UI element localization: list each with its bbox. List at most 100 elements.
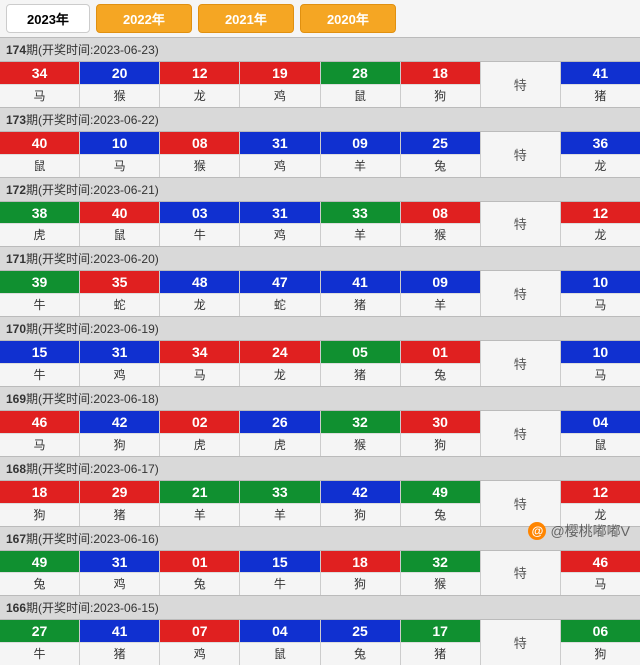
zodiac-label: 狗: [401, 84, 480, 107]
zodiac-label: 兔: [401, 363, 480, 386]
number-cell: 04鼠: [240, 620, 320, 665]
number-cell: 19鸡: [240, 62, 320, 107]
ball-number: 48: [160, 271, 239, 293]
number-cell: 33羊: [240, 481, 320, 526]
number-cell: 02虎: [160, 411, 240, 456]
ball-number: 31: [80, 341, 159, 363]
number-cell: 49兔: [0, 551, 80, 596]
ball-number: 05: [321, 341, 400, 363]
number-cell: 31鸡: [240, 132, 320, 177]
ball-number: 01: [160, 551, 239, 573]
special-label: 特: [481, 551, 561, 596]
results-list: 174期(开奖时间:2023-06-23)34马20猴12龙19鸡28鼠18狗特…: [0, 37, 640, 665]
issue-row: 46马42狗02虎26虎32猴30狗特04鼠: [0, 411, 640, 456]
special-zodiac: 鼠: [561, 433, 640, 456]
ball-number: 40: [80, 202, 159, 224]
zodiac-label: 羊: [321, 223, 400, 246]
issue-header: 166期(开奖时间:2023-06-15): [0, 595, 640, 620]
special-zodiac: 马: [561, 363, 640, 386]
ball-number: 49: [0, 551, 79, 573]
ball-number: 31: [240, 202, 319, 224]
ball-number: 18: [401, 62, 480, 84]
issue-row: 38虎40鼠03牛31鸡33羊08猴特12龙: [0, 202, 640, 247]
number-cell: 10马: [80, 132, 160, 177]
issue-header: 172期(开奖时间:2023-06-21): [0, 177, 640, 202]
special-zodiac: 马: [561, 572, 640, 595]
ball-number: 49: [401, 481, 480, 503]
zodiac-label: 羊: [321, 154, 400, 177]
ball-number: 38: [0, 202, 79, 224]
ball-number: 31: [240, 132, 319, 154]
year-tab[interactable]: 2022年: [96, 4, 192, 33]
special-label: 特: [481, 202, 561, 247]
zodiac-label: 狗: [80, 433, 159, 456]
year-tab[interactable]: 2020年: [300, 4, 396, 33]
ball-number: 42: [321, 481, 400, 503]
ball-number: 46: [0, 411, 79, 433]
number-cell: 08猴: [160, 132, 240, 177]
special-label: 特: [481, 341, 561, 386]
number-cell: 46马: [0, 411, 80, 456]
ball-number: 01: [401, 341, 480, 363]
zodiac-label: 牛: [240, 572, 319, 595]
zodiac-label: 蛇: [240, 293, 319, 316]
ball-number: 18: [0, 481, 79, 503]
zodiac-label: 兔: [401, 503, 480, 526]
issue-header: 169期(开奖时间:2023-06-18): [0, 386, 640, 411]
ball-number: 08: [160, 132, 239, 154]
ball-number: 41: [321, 271, 400, 293]
special-label: 特: [481, 62, 561, 107]
zodiac-label: 兔: [321, 642, 400, 665]
year-tab[interactable]: 2021年: [198, 4, 294, 33]
special-number: 10: [561, 341, 640, 363]
zodiac-label: 羊: [240, 503, 319, 526]
number-cell: 26虎: [240, 411, 320, 456]
issue-header: 171期(开奖时间:2023-06-20): [0, 246, 640, 271]
special-label: 特: [481, 132, 561, 177]
number-cell: 21羊: [160, 481, 240, 526]
ball-number: 47: [240, 271, 319, 293]
year-tabs: 2023年2022年2021年2020年: [0, 0, 640, 37]
zodiac-label: 牛: [0, 642, 79, 665]
zodiac-label: 马: [80, 154, 159, 177]
zodiac-label: 猪: [321, 363, 400, 386]
number-cell: 01兔: [160, 551, 240, 596]
issue-row: 39牛35蛇48龙47蛇41猪09羊特10马: [0, 271, 640, 316]
ball-number: 31: [80, 551, 159, 573]
issue-header: 170期(开奖时间:2023-06-19): [0, 316, 640, 341]
zodiac-label: 猴: [401, 223, 480, 246]
special-zodiac: 狗: [561, 642, 640, 665]
number-cell: 34马: [160, 341, 240, 386]
issue-row: 27牛41猪07鸡04鼠25兔17猪特06狗: [0, 620, 640, 665]
ball-number: 03: [160, 202, 239, 224]
number-cell: 32猴: [321, 411, 401, 456]
number-cell: 28鼠: [321, 62, 401, 107]
number-cell: 42狗: [80, 411, 160, 456]
number-cell: 09羊: [401, 271, 481, 316]
special-number: 41: [561, 62, 640, 84]
number-cell: 47蛇: [240, 271, 320, 316]
issue-header: 168期(开奖时间:2023-06-17): [0, 456, 640, 481]
number-cell: 30狗: [401, 411, 481, 456]
zodiac-label: 狗: [321, 572, 400, 595]
year-tab-active[interactable]: 2023年: [6, 4, 90, 33]
number-cell: 07鸡: [160, 620, 240, 665]
ball-number: 17: [401, 620, 480, 642]
number-cell: 17猪: [401, 620, 481, 665]
ball-number: 40: [0, 132, 79, 154]
number-cell: 42狗: [321, 481, 401, 526]
zodiac-label: 马: [0, 84, 79, 107]
zodiac-label: 猴: [401, 572, 480, 595]
special-cell: 06狗: [561, 620, 640, 665]
ball-number: 32: [401, 551, 480, 573]
special-label: 特: [481, 481, 561, 526]
number-cell: 31鸡: [80, 341, 160, 386]
special-label: 特: [481, 411, 561, 456]
issue-row: 34马20猴12龙19鸡28鼠18狗特41猪: [0, 62, 640, 107]
ball-number: 26: [240, 411, 319, 433]
special-zodiac: 马: [561, 293, 640, 316]
issue-row: 15牛31鸡34马24龙05猪01兔特10马: [0, 341, 640, 386]
number-cell: 38虎: [0, 202, 80, 247]
number-cell: 20猴: [80, 62, 160, 107]
number-cell: 15牛: [0, 341, 80, 386]
